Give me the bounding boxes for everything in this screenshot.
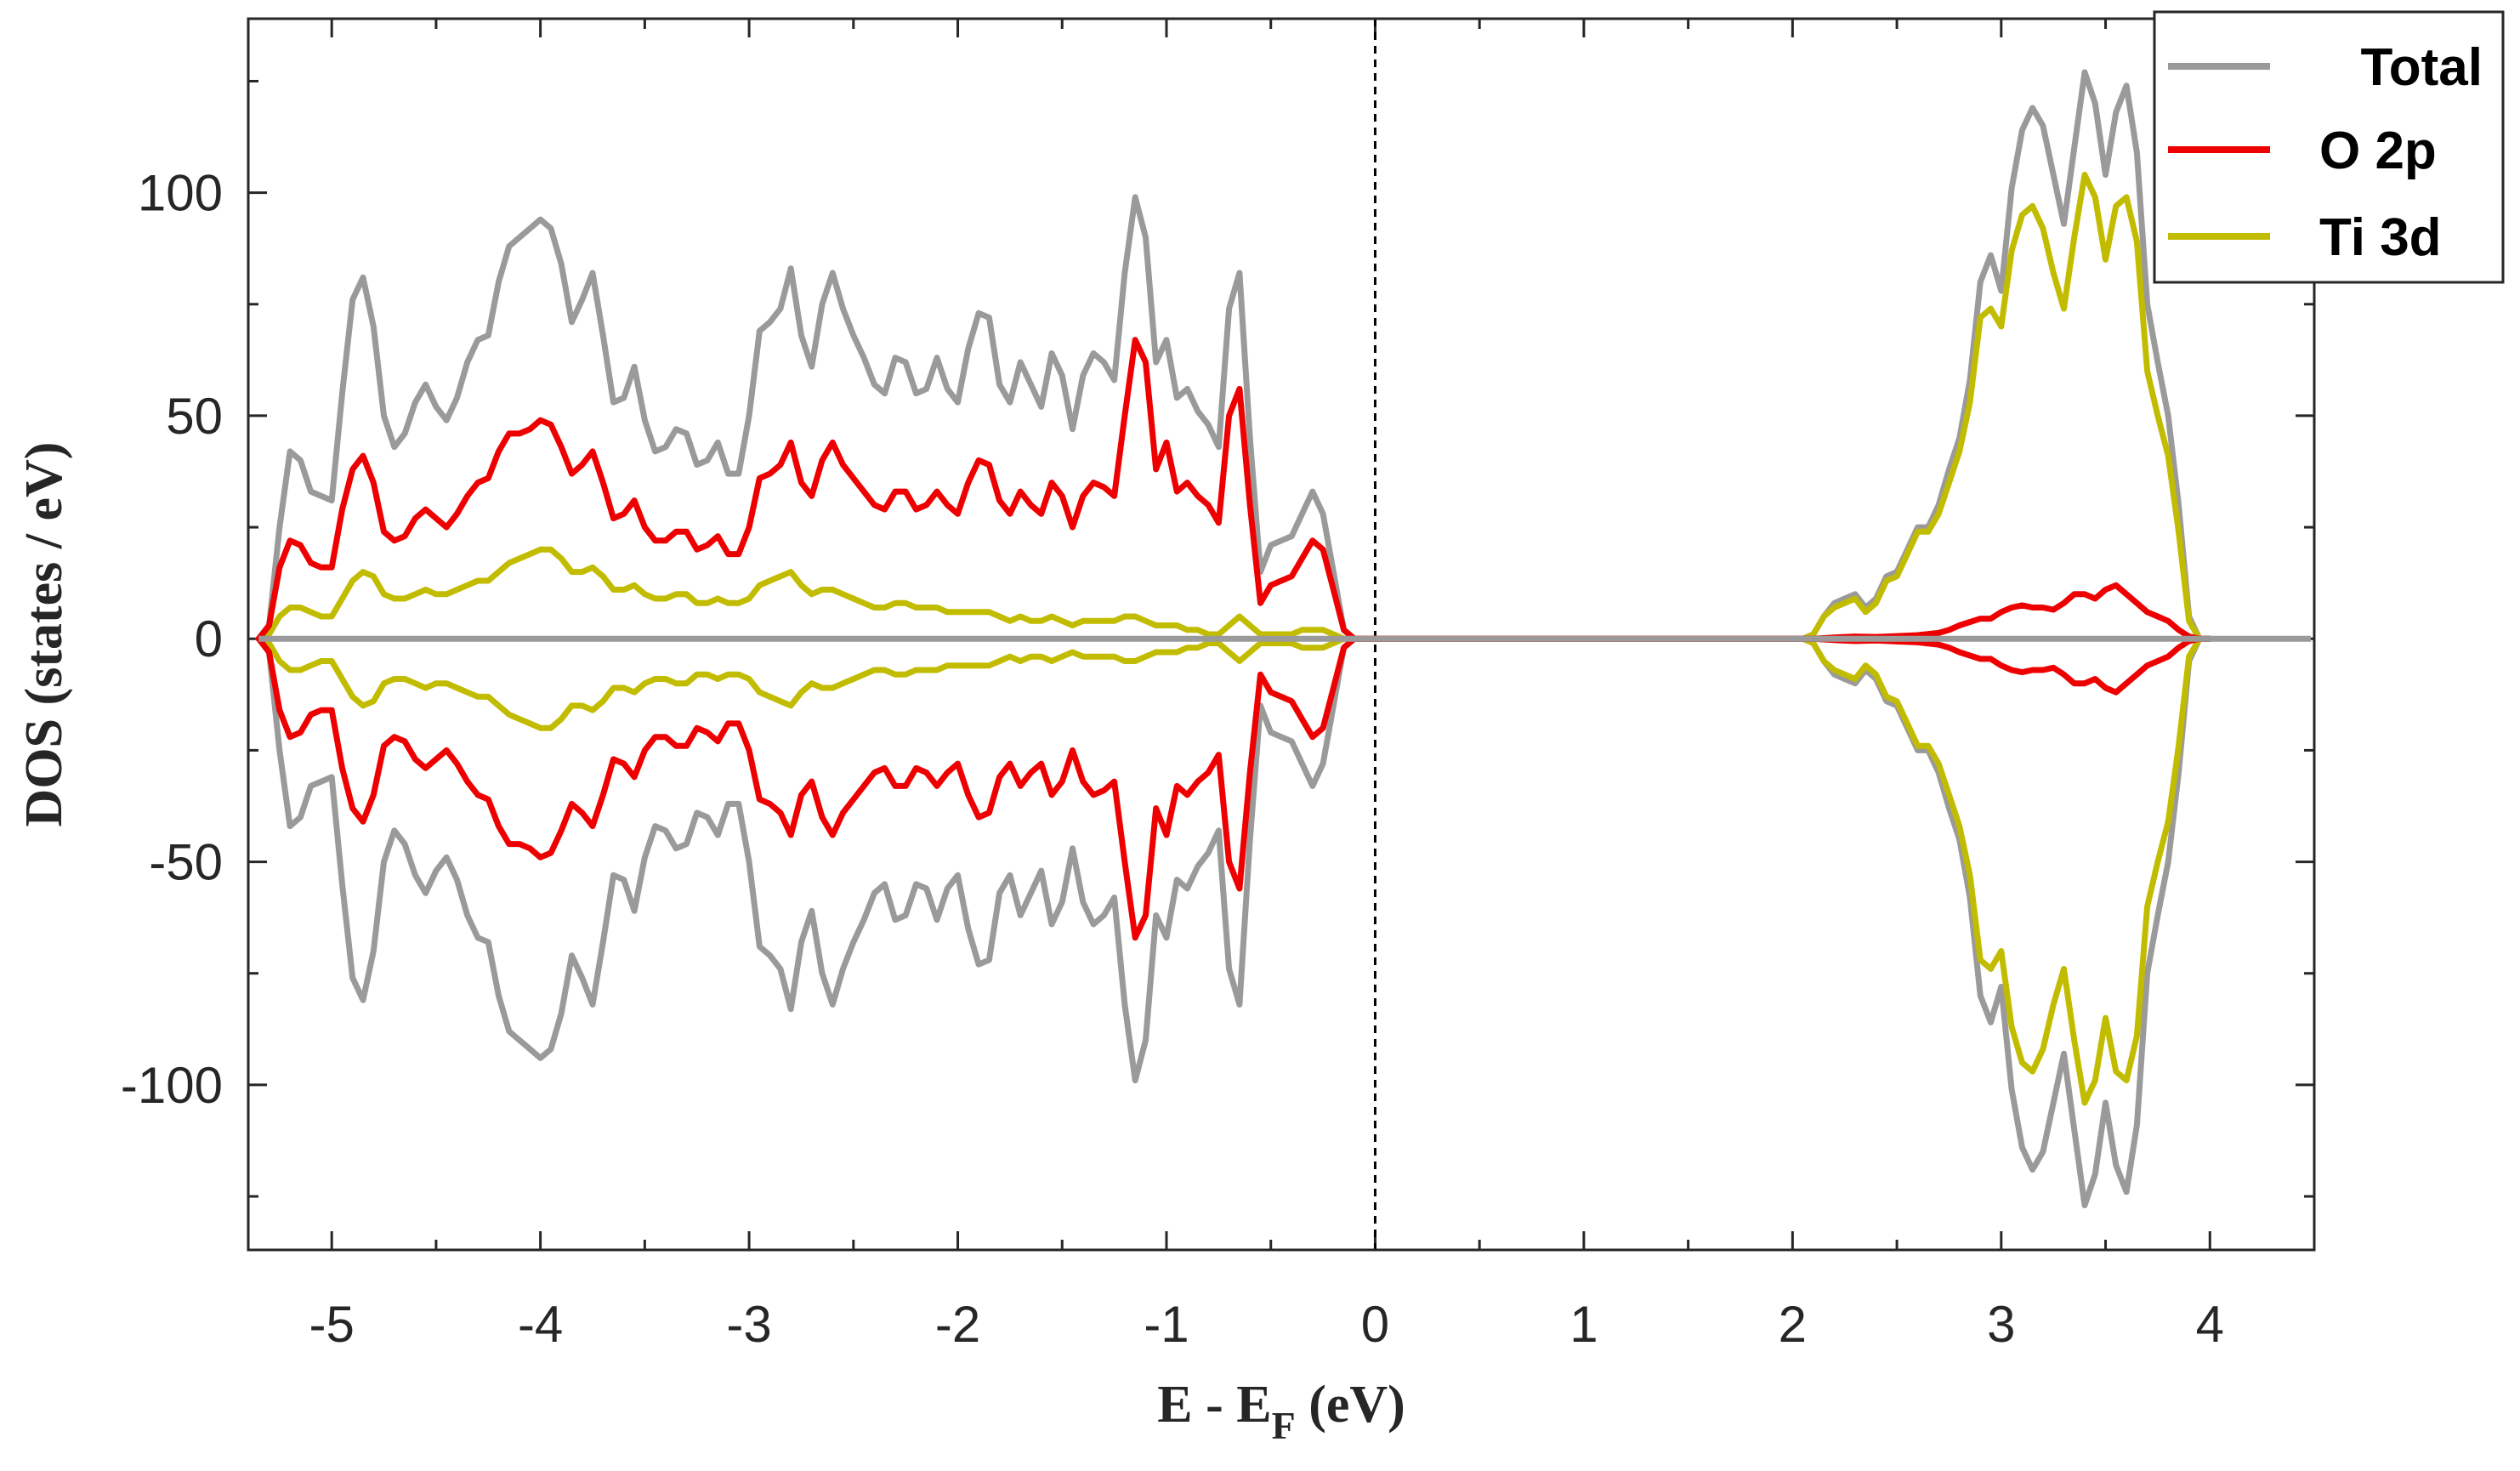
x-axis-title-unit: (eV) [1296,1376,1405,1434]
x-axis-title: E - EF (eV) [1157,1376,1405,1447]
x-tick-label: -1 [1144,1296,1189,1353]
x-tick-label: 2 [1779,1296,1807,1353]
x-axis-title-main: E - E [1157,1376,1271,1434]
y-tick-label: 0 [195,611,223,667]
x-tick-label: -4 [518,1296,563,1353]
legend-label-ti3d: Ti 3d [2319,208,2442,267]
x-tick-label: 4 [2196,1296,2224,1353]
x-tick-label: -3 [726,1296,771,1353]
y-tick-label: 50 [166,388,223,445]
x-tick-label: 1 [1569,1296,1598,1353]
series-line-o-2p-spin-down [255,635,2213,941]
x-axis-title-subscript: F [1272,1404,1296,1447]
series-lines [255,69,2311,1208]
series-line-o-2p-spin-up [255,337,2213,642]
y-axis-title: DOS (states / eV) [15,442,73,827]
series-line-total-spin-down [255,635,2213,1208]
y-tick-label: 100 [138,165,223,222]
series-line-total-spin-up [255,69,2213,642]
x-tick-label: -2 [935,1296,980,1353]
legend-label-o2p: O 2p [2319,122,2437,180]
y-tick-label: -50 [149,834,223,891]
x-tick-label: 0 [1361,1296,1389,1353]
legend: Total O 2p Ti 3d [2153,10,2505,284]
x-tick-label: -5 [309,1296,355,1353]
legend-label-total: Total [2361,38,2483,97]
series-line-ti-3d-spin-down [255,635,2213,1106]
plot-frame [247,17,2316,1252]
y-tick-labels: -100 -50 0 50 100 [121,165,223,1114]
x-tick-label: 3 [1987,1296,2015,1353]
x-tick-labels: -5 -4 -3 -2 -1 0 1 2 3 4 [309,1296,2224,1353]
y-tick-label: -100 [121,1057,223,1114]
series-line-ti-3d-spin-up [255,172,2213,642]
axis-ticks [248,19,2316,1250]
